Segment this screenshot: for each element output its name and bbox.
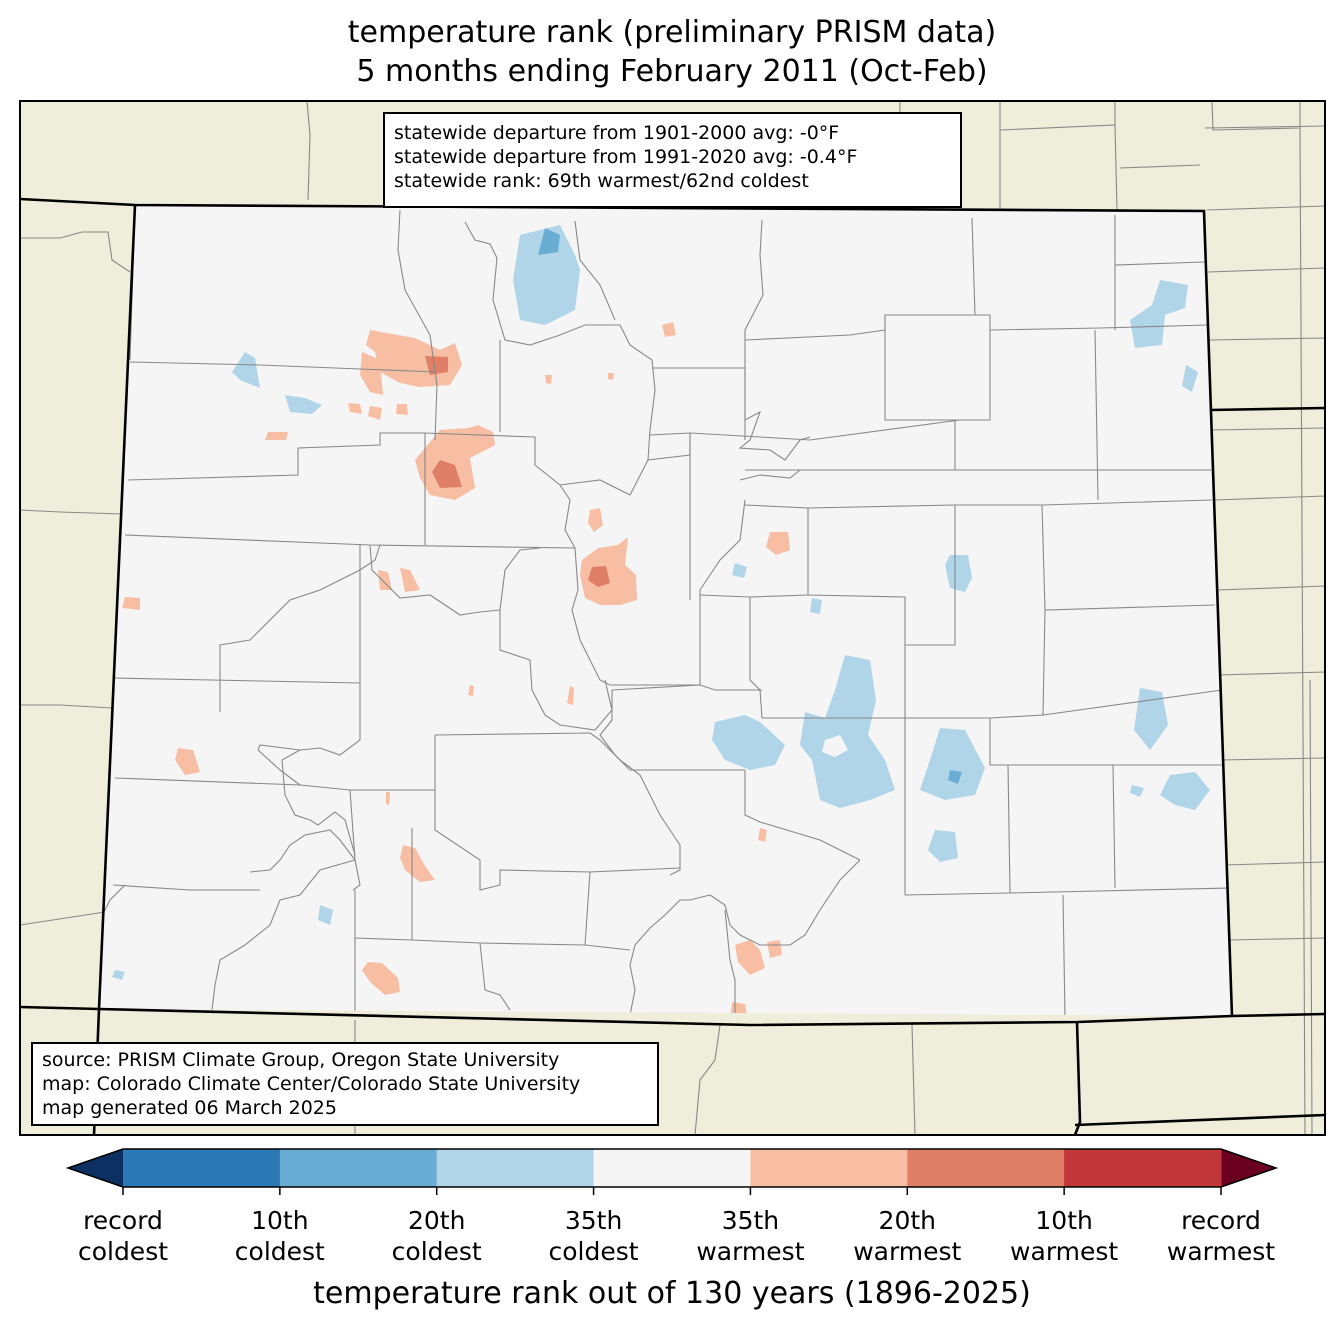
county-lines [103,205,1231,1016]
colorbar-tick-label: 35th coldest [514,1205,674,1267]
stats-line-1: statewide departure from 1901-2000 avg: … [394,122,840,144]
colorbar-tick-label: 10th warmest [984,1205,1144,1267]
tick-label-line-1: 10th [1035,1206,1093,1235]
tick-label-line-2: warmest [1010,1237,1119,1266]
colorbar-tick-label: record coldest [43,1205,203,1267]
colorbar-tick-label: record warmest [1141,1205,1301,1267]
colorbar-segment [436,1149,595,1187]
colorbar-tick-label: 35th warmest [670,1205,830,1267]
statewide-stats-box: statewide departure from 1901-2000 avg: … [383,112,962,208]
map-frame [19,100,1326,1136]
map-title-line-1: temperature rank (preliminary PRISM data… [347,15,997,50]
colorbar-tick-label: 20th coldest [357,1205,517,1267]
colorbar-tick-label: 20th warmest [827,1205,987,1267]
stats-line-2: statewide departure from 1991-2020 avg: … [394,146,858,168]
source-line-1: source: PRISM Climate Group, Oregon Stat… [42,1049,560,1071]
stats-line-3: statewide rank: 69th warmest/62nd coldes… [394,170,809,192]
colorbar-segment [1064,1149,1222,1187]
tick-label-line-2: warmest [853,1237,962,1266]
source-line-3: map generated 06 March 2025 [42,1097,337,1119]
colorbar [65,1148,1279,1195]
tick-label-line-2: coldest [77,1237,169,1266]
colorado-state-fill [99,205,1232,1016]
tick-label-line-1: 20th [407,1206,466,1235]
tick-label-line-1: 10th [251,1206,309,1235]
map-title-line-2: 5 months ending February 2011 (Oct-Feb) [356,54,988,89]
colorbar-extend-warm [1221,1149,1276,1187]
tick-label-line-1: record [83,1206,163,1235]
neighbor-county-lines [20,101,1325,1135]
tick-label-line-2: coldest [234,1237,325,1266]
colorbar-segment [907,1149,1065,1187]
colorbar-label: temperature rank out of 130 years (1896-… [313,1276,1031,1311]
tick-label-line-1: 20th [878,1206,937,1235]
colorbar-extend-cold [68,1149,123,1187]
source-line-2: map: Colorado Climate Center/Colorado St… [42,1073,581,1095]
colorbar-tick-label: 10th coldest [200,1205,360,1267]
colorbar-segment [593,1149,751,1187]
source-credit-box: source: PRISM Climate Group, Oregon Stat… [31,1042,659,1126]
tick-label-line-2: warmest [1166,1237,1276,1266]
rank-anomaly-areas [112,225,1210,1016]
colorbar-segment [279,1149,438,1187]
tick-label-line-1: 35th [564,1206,623,1235]
tick-label-line-2: coldest [548,1237,639,1266]
colorbar-segment [750,1149,908,1187]
tick-label-line-1: 35th [721,1206,780,1235]
tick-label-line-2: warmest [696,1237,805,1266]
tick-label-line-1: record [1181,1206,1261,1235]
colorbar-segment [123,1149,281,1187]
tick-label-line-2: coldest [391,1237,482,1266]
